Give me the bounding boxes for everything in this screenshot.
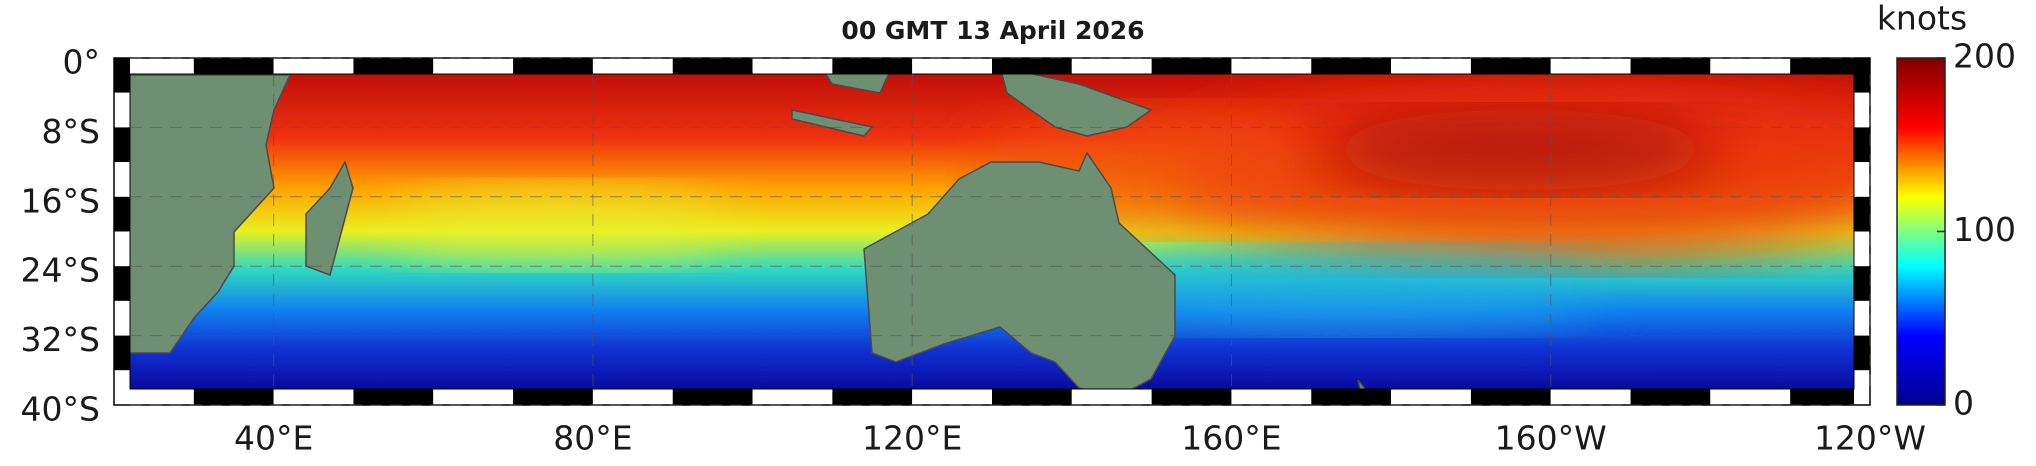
frame-segment	[273, 389, 354, 405]
frame-segment	[1854, 196, 1870, 232]
frame-segment	[592, 58, 673, 74]
colorbar-label: knots	[1877, 0, 1967, 38]
x-tick-label: 40°E	[234, 419, 313, 458]
chart-title: 00 GMT 13 April 2026	[841, 16, 1144, 45]
y-tick-label: 40°S	[21, 390, 100, 429]
x-tick-label: 160°W	[1495, 419, 1607, 458]
frame-segment	[1710, 389, 1791, 405]
frame-segment	[672, 389, 753, 405]
frame-segment	[1790, 389, 1870, 405]
frame-segment	[193, 58, 274, 74]
frame-segment	[1854, 127, 1870, 163]
x-tick-label: 160°E	[1181, 419, 1281, 458]
frame-segment	[114, 231, 130, 267]
frame-segment	[1854, 92, 1870, 128]
frame-segment	[752, 58, 833, 74]
frame-segment	[1470, 389, 1551, 405]
frame-segment	[1854, 162, 1870, 197]
frame-segment	[1391, 389, 1471, 405]
frame-segment	[832, 389, 913, 405]
frame-segment	[1854, 300, 1870, 336]
frame-segment	[513, 58, 593, 74]
frame-segment	[114, 389, 194, 405]
frame-segment	[832, 58, 913, 74]
frame-segment	[1071, 389, 1152, 405]
frame-segment	[433, 58, 514, 74]
frame-segment	[1231, 389, 1312, 405]
y-tick-label: 0°	[63, 43, 101, 82]
frame-segment	[1391, 58, 1471, 74]
frame-segment	[1854, 231, 1870, 267]
y-tick-label: 8°S	[42, 112, 100, 151]
frame-segment	[912, 389, 992, 405]
frame-segment	[1470, 58, 1551, 74]
frame-segment	[1231, 58, 1312, 74]
frame-segment	[1630, 58, 1711, 74]
frame-segment	[1790, 58, 1870, 74]
x-tick-label: 120°E	[862, 419, 962, 458]
x-tick-label: 80°E	[553, 419, 632, 458]
frame-segment	[752, 389, 833, 405]
frame-segment	[1854, 58, 1870, 93]
colorbar-tick-label: 200	[1953, 37, 2016, 76]
frame-segment	[1071, 58, 1152, 74]
frame-segment	[992, 389, 1072, 405]
frame-segment	[114, 162, 130, 197]
frame-segment	[672, 58, 753, 74]
frame-segment	[433, 389, 514, 405]
frame-segment	[1311, 58, 1392, 74]
wind-field	[130, 74, 1854, 389]
colorbar-tick-label: 100	[1953, 210, 2016, 249]
y-tick-label: 16°S	[21, 181, 100, 220]
frame-segment	[353, 58, 434, 74]
frame-segment	[114, 370, 130, 405]
frame-segment	[1854, 370, 1870, 405]
frame-segment	[592, 389, 673, 405]
frame-segment	[1854, 335, 1870, 371]
frame-segment	[1710, 58, 1791, 74]
frame-segment	[114, 335, 130, 371]
frame-segment	[1854, 266, 1870, 301]
frame-segment	[513, 389, 593, 405]
frame-segment	[353, 389, 434, 405]
frame-segment	[114, 127, 130, 163]
frame-segment	[1151, 389, 1232, 405]
frame-segment	[114, 58, 130, 93]
frame-segment	[1311, 389, 1392, 405]
frame-segment	[992, 58, 1072, 74]
x-tick-label: 120°W	[1814, 419, 1926, 458]
frame-segment	[114, 266, 130, 301]
frame-segment	[1151, 58, 1232, 74]
frame-segment	[1550, 389, 1631, 405]
frame-segment	[273, 58, 354, 74]
frame-segment	[193, 389, 274, 405]
frame-segment	[1550, 58, 1631, 74]
frame-segment	[114, 196, 130, 232]
frame-segment	[1630, 389, 1711, 405]
frame-segment	[114, 300, 130, 336]
frame-inner	[129, 73, 1855, 390]
frame-segment	[912, 58, 992, 74]
colorbar-tick-label: 0	[1953, 384, 1974, 423]
y-tick-label: 32°S	[21, 320, 100, 359]
frame-segment	[114, 92, 130, 128]
y-tick-label: 24°S	[21, 251, 100, 290]
frame-segment	[114, 58, 194, 74]
